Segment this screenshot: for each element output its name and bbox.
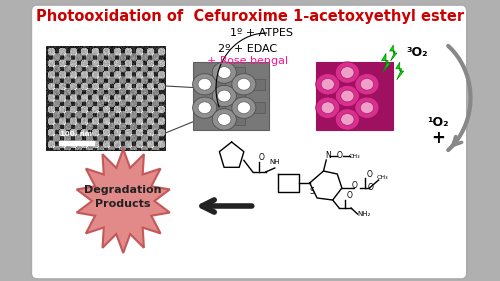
Text: ¹O₂: ¹O₂ bbox=[428, 117, 449, 130]
Ellipse shape bbox=[192, 74, 216, 95]
Text: N: N bbox=[326, 151, 331, 160]
Polygon shape bbox=[396, 62, 404, 80]
FancyBboxPatch shape bbox=[215, 79, 226, 90]
Ellipse shape bbox=[212, 62, 236, 83]
FancyBboxPatch shape bbox=[234, 91, 245, 101]
Ellipse shape bbox=[360, 102, 374, 114]
FancyBboxPatch shape bbox=[234, 114, 245, 125]
Ellipse shape bbox=[336, 62, 359, 83]
Ellipse shape bbox=[237, 102, 250, 114]
Ellipse shape bbox=[232, 74, 256, 95]
Ellipse shape bbox=[355, 74, 379, 95]
Text: Photooxidation of  Cefuroxime 1-acetoxyethyl ester: Photooxidation of Cefuroxime 1-acetoxyet… bbox=[36, 8, 464, 24]
Text: NH₂: NH₂ bbox=[358, 211, 371, 217]
FancyBboxPatch shape bbox=[215, 102, 226, 113]
FancyBboxPatch shape bbox=[377, 102, 388, 113]
Ellipse shape bbox=[198, 102, 211, 114]
Text: 100  nm: 100 nm bbox=[60, 131, 92, 137]
FancyBboxPatch shape bbox=[32, 5, 467, 279]
Text: O: O bbox=[366, 170, 372, 179]
Text: 1º + ATPES: 1º + ATPES bbox=[230, 28, 294, 38]
Ellipse shape bbox=[218, 67, 231, 78]
Ellipse shape bbox=[198, 78, 211, 90]
Text: CH₃: CH₃ bbox=[377, 175, 388, 180]
Ellipse shape bbox=[218, 114, 231, 125]
Text: 2º + EDAC: 2º + EDAC bbox=[218, 44, 277, 54]
Text: O: O bbox=[336, 151, 342, 160]
Text: O: O bbox=[346, 191, 352, 200]
Ellipse shape bbox=[316, 74, 340, 95]
Ellipse shape bbox=[341, 67, 354, 78]
Polygon shape bbox=[390, 45, 397, 61]
Text: NH: NH bbox=[270, 159, 280, 165]
Text: S: S bbox=[310, 187, 314, 196]
Polygon shape bbox=[192, 62, 270, 130]
Ellipse shape bbox=[336, 109, 359, 130]
Polygon shape bbox=[316, 62, 392, 130]
FancyBboxPatch shape bbox=[254, 79, 264, 90]
Ellipse shape bbox=[218, 90, 231, 102]
Ellipse shape bbox=[316, 97, 340, 118]
Ellipse shape bbox=[341, 90, 354, 102]
Ellipse shape bbox=[212, 109, 236, 130]
Text: ³O₂: ³O₂ bbox=[406, 46, 428, 60]
Ellipse shape bbox=[355, 97, 379, 118]
Ellipse shape bbox=[232, 97, 256, 118]
Ellipse shape bbox=[192, 97, 216, 118]
Text: + Rose bengal: + Rose bengal bbox=[206, 56, 288, 66]
Ellipse shape bbox=[212, 85, 236, 107]
Ellipse shape bbox=[341, 114, 354, 125]
FancyBboxPatch shape bbox=[377, 79, 388, 90]
FancyBboxPatch shape bbox=[358, 67, 368, 78]
Polygon shape bbox=[382, 53, 390, 72]
FancyBboxPatch shape bbox=[358, 114, 368, 125]
Text: O: O bbox=[352, 181, 358, 190]
Text: +: + bbox=[432, 129, 446, 147]
FancyBboxPatch shape bbox=[358, 91, 368, 101]
FancyBboxPatch shape bbox=[254, 102, 264, 113]
Text: CH₃: CH₃ bbox=[348, 154, 360, 159]
Text: O: O bbox=[259, 153, 265, 162]
Polygon shape bbox=[76, 149, 170, 253]
FancyBboxPatch shape bbox=[234, 67, 245, 78]
FancyBboxPatch shape bbox=[338, 102, 348, 113]
Ellipse shape bbox=[321, 102, 334, 114]
Text: O: O bbox=[368, 183, 374, 192]
Ellipse shape bbox=[237, 78, 250, 90]
Ellipse shape bbox=[360, 78, 374, 90]
Bar bbox=[59, 141, 94, 145]
Ellipse shape bbox=[321, 78, 334, 90]
FancyBboxPatch shape bbox=[338, 79, 348, 90]
Text: Degradation
Products: Degradation Products bbox=[84, 185, 162, 209]
Ellipse shape bbox=[336, 85, 359, 107]
